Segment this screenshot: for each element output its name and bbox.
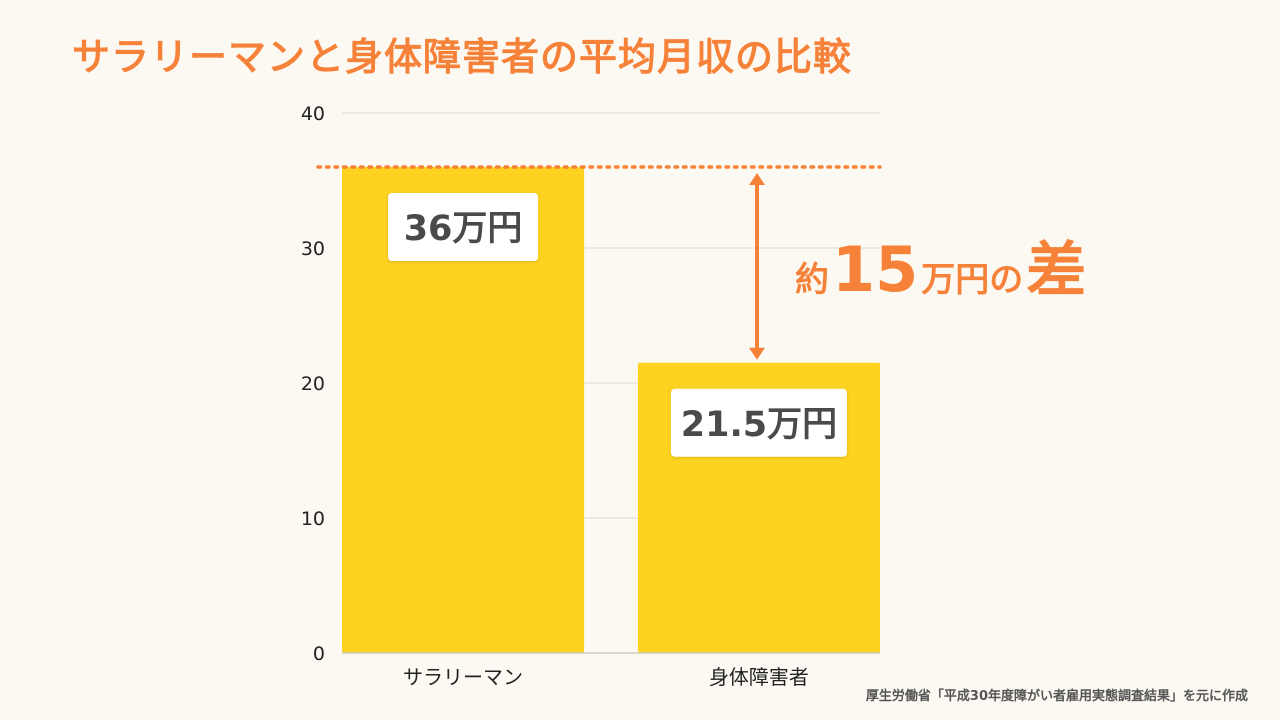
x-tick-label: サラリーマン [403, 665, 523, 689]
difference-annotation-part: 差 [1026, 236, 1086, 306]
x-tick-label: 身体障害者 [709, 665, 809, 689]
y-tick-label: 40 [301, 103, 325, 125]
bar [342, 167, 585, 653]
difference-annotation-part: 約 [795, 260, 829, 300]
y-tick-label: 0 [313, 643, 325, 665]
difference-annotation: 約15万円の差 [795, 233, 1086, 306]
chart-title: サラリーマンと身体障害者の平均月収の比較 [72, 35, 853, 79]
data-label: 21.5万円 [681, 405, 837, 445]
y-tick-label: 10 [301, 508, 325, 530]
arrow-head-up [749, 173, 765, 185]
data-label: 36万円 [404, 209, 523, 249]
arrow-head-down [749, 347, 765, 360]
difference-annotation-part: 15 [832, 233, 918, 306]
data-label-box [388, 193, 539, 261]
source-note: 厚生労働省「平成30年度障がい者雇用実態調査結果」を元に作成 [865, 689, 1248, 704]
data-label-box [670, 388, 847, 457]
difference-annotation-part: 万円の [921, 260, 1023, 300]
y-tick-label: 20 [301, 373, 325, 395]
y-tick-label: 30 [301, 238, 325, 260]
